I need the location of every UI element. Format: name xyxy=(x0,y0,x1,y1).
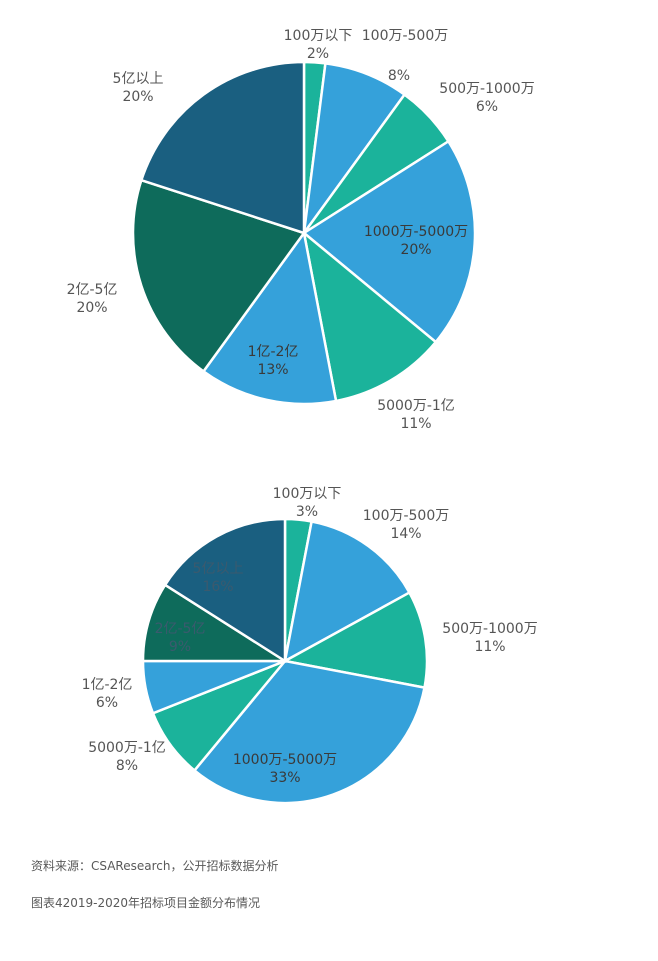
pie2-pct-5000w-1yi: 8% xyxy=(116,758,138,774)
pie-charts-canvas: 100万以下 2% 100万-500万 8% 500万-1000万 6% 1000万-500… xyxy=(67,28,538,805)
pie2-pct-1000w-5000w: 33% xyxy=(269,770,300,786)
source-note: 资料来源：CSAResearch，公开招标数据分析 xyxy=(31,859,279,873)
pie1-slice-5yi-above xyxy=(139,60,306,235)
pie1-label-1yi-2yi: 1亿-2亿 xyxy=(248,344,299,360)
pie2-label-100w-below: 100万以下 xyxy=(273,486,342,502)
pie2-label-5000w-1yi: 5000万-1亿 xyxy=(88,740,166,756)
pie1-pct-100w-500w: 8% xyxy=(388,68,410,84)
pie1-pct-5000w-1yi: 11% xyxy=(400,416,431,432)
pie2-label-100w-500w: 100万-500万 xyxy=(363,508,450,524)
pie1-slice-2yi-5yi xyxy=(131,178,307,374)
pie2-pct-2yi-5yi: 9% xyxy=(169,639,191,655)
pie1-label-100w-below: 100万以下 xyxy=(284,28,353,44)
pie2-slice-500w-1000w xyxy=(281,590,429,690)
pie1-label-5yi-above: 5亿以上 xyxy=(113,71,164,87)
pie2-slice-100w-500w xyxy=(283,520,412,664)
pie2-pct-100w-below: 3% xyxy=(296,504,318,520)
pie1-pct-100w-below: 2% xyxy=(307,46,329,62)
figure-caption: 图表42019-2020年招标项目金额分布情况 xyxy=(31,896,261,910)
pie2-slice-2yi-5yi xyxy=(141,583,290,663)
pie2-label-1yi-2yi: 1亿-2亿 xyxy=(82,677,133,693)
pie1-label-1000w-5000w: 1000万-5000万 xyxy=(364,224,468,240)
pie2-slice-5yi-above xyxy=(163,517,287,664)
pie1-label-2yi-5yi: 2亿-5亿 xyxy=(67,282,118,298)
pie2-slice-1000w-5000w xyxy=(192,659,426,805)
pie1-label-500w-1000w: 500万-1000万 xyxy=(439,81,534,97)
pie2-pct-5yi-above: 16% xyxy=(202,579,233,595)
pie1-slice-1yi-2yi xyxy=(201,229,338,406)
pie1-label-5000w-1yi: 5000万-1亿 xyxy=(377,398,455,414)
pie2-label-1000w-5000w: 1000万-5000万 xyxy=(233,752,337,768)
pie1-pct-1yi-2yi: 13% xyxy=(257,362,288,378)
pie-chart-2020: 100万以下 3% 100万-500万 14% 500万-1000万 11% 1000万-5… xyxy=(82,486,538,805)
pie2-label-2yi-5yi: 2亿-5亿 xyxy=(155,621,206,637)
pie1-slice-1000w-5000w xyxy=(301,139,477,344)
pie-chart-2019: 100万以下 2% 100万-500万 8% 500万-1000万 6% 1000万-500… xyxy=(67,28,535,432)
pie1-pct-500w-1000w: 6% xyxy=(476,99,498,115)
pie1-pct-1000w-5000w: 20% xyxy=(400,242,431,258)
pie2-label-5yi-above: 5亿以上 xyxy=(193,561,244,577)
pie1-pct-2yi-5yi: 20% xyxy=(76,300,107,316)
pie1-slice-5000w-1yi xyxy=(302,229,438,403)
pie2-pct-1yi-2yi: 6% xyxy=(96,695,118,711)
pie2-label-500w-1000w: 500万-1000万 xyxy=(442,621,537,637)
pie1-pct-5yi-above: 20% xyxy=(122,89,153,105)
pie1-label-100w-500w: 100万-500万 xyxy=(362,28,449,44)
pie2-pct-100w-500w: 14% xyxy=(390,526,421,542)
pie2-pct-500w-1000w: 11% xyxy=(474,639,505,655)
